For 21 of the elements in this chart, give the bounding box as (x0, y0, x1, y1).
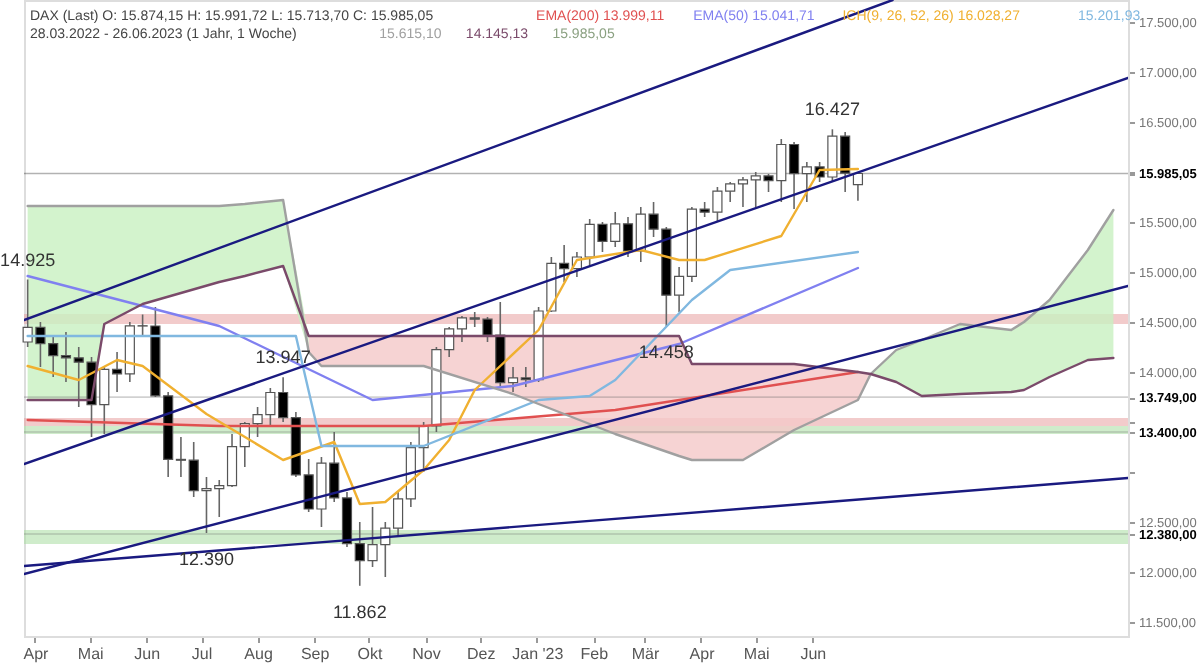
x-tick-label: Feb (580, 645, 610, 663)
x-tick-label: Mai (77, 645, 105, 663)
candlestick (852, 172, 864, 202)
annotation: 14.925 (0, 249, 56, 270)
x-tick-label: Jan '23 (512, 645, 565, 663)
x-tick-label: Jul (191, 645, 213, 663)
x-tick-label: Apr (689, 645, 716, 663)
x-tick-label: Aug (244, 645, 273, 663)
x-tick-label: Apr (23, 645, 50, 663)
annotation: 12.390 (178, 549, 235, 569)
x-tick-label: Sep (300, 645, 331, 663)
x-tick-label: Jun (134, 645, 161, 663)
x-tick-label: Mai (743, 645, 771, 663)
annotation: 16.427 (804, 99, 860, 120)
x-tick-label: Jun (800, 645, 827, 663)
x-tick-label: Nov (412, 645, 441, 663)
x-tick-label: Dez (466, 645, 496, 663)
annotation: 11.862 (332, 601, 387, 622)
x-tick-label: Okt (357, 645, 384, 663)
x-tick-label: Mär (631, 645, 660, 663)
line-series (26, 266, 860, 402)
